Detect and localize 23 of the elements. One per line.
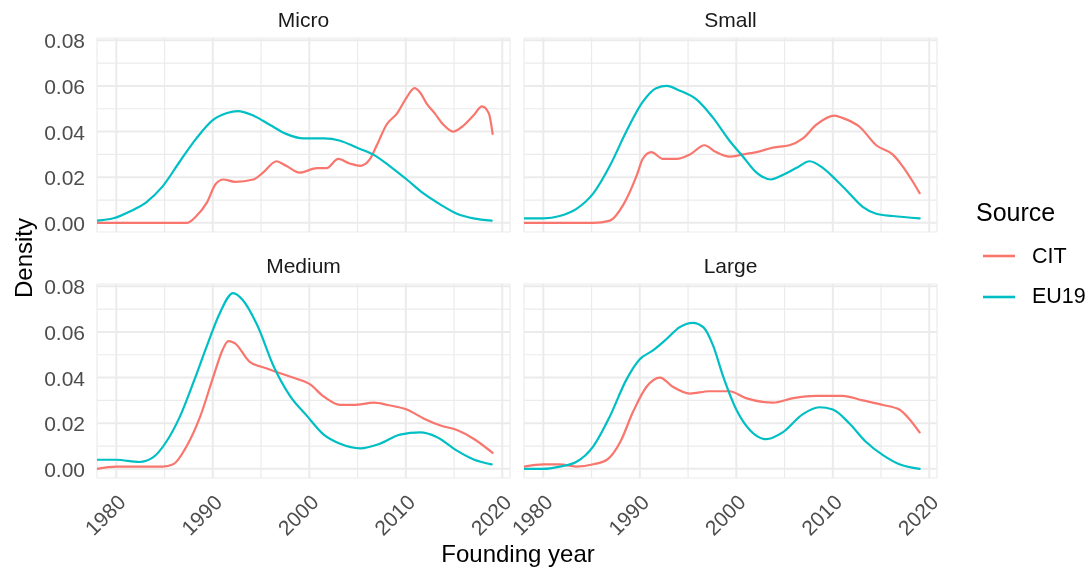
legend-label: CIT [1032,243,1067,269]
y-tick-label: 0.06 [44,74,85,98]
chart-title: Small [703,7,758,33]
chart-title: Large [702,253,759,279]
y-tick-label: 0.02 [44,165,85,189]
y-tick-label: 0.08 [44,28,85,52]
y-tick-label: 0.04 [44,120,86,144]
x-axis-title: Founding year [441,540,595,568]
line-series [97,87,494,224]
chart-title: Medium [265,253,342,279]
y-axis-title: Density [10,217,38,299]
line-series [97,109,493,222]
line-series [97,292,493,466]
y-tick-label: 0.04 [44,366,86,390]
chart-title: Micro [276,7,331,33]
y-tick-label: 0.02 [44,411,85,435]
y-tick-label: 0.06 [44,320,85,344]
legend-label: EU19 [1032,284,1086,310]
y-tick-label: 0.00 [44,457,85,481]
y-tick-label: 0.00 [44,211,85,235]
legend-title: Source [976,197,1057,228]
line-series [97,339,494,470]
y-tick-label: 0.08 [44,274,85,298]
